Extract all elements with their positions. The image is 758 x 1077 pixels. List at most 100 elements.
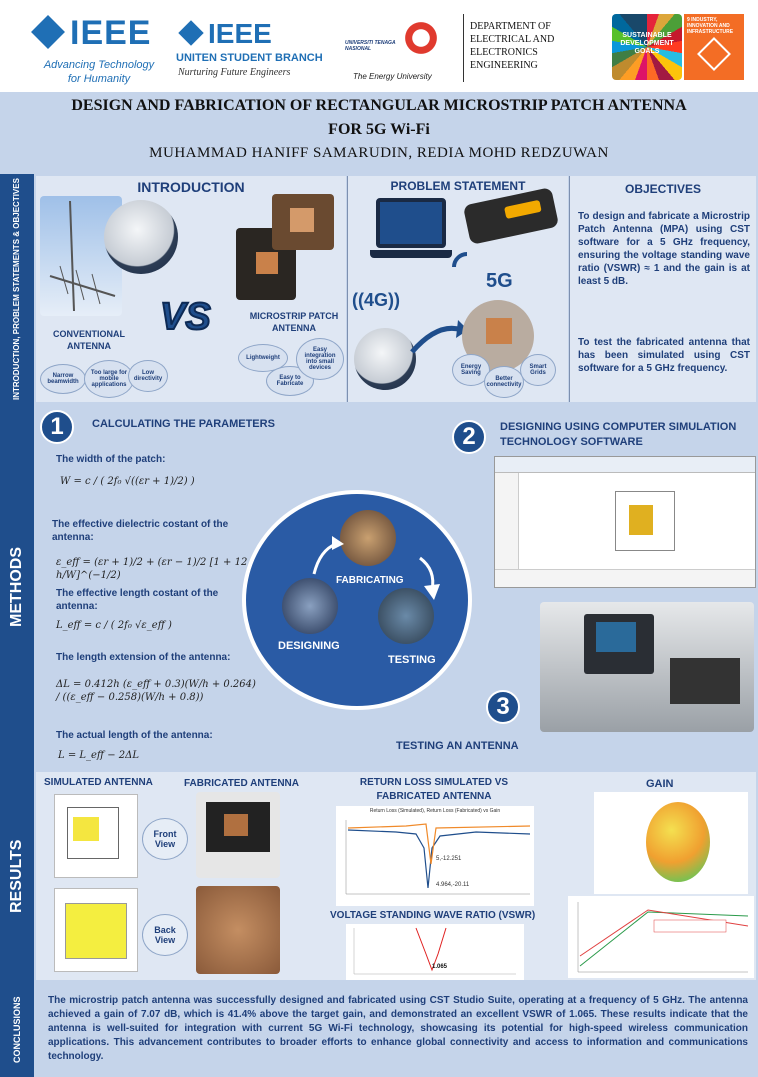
sdg-label: SUSTAINABLE DEVELOPMENT GOALS [620,32,674,55]
vswr-chart: 1.065 [346,924,524,980]
ieee-tagline: Advancing Technology for Humanity [43,59,155,85]
bubble-low-directivity: Low directivity [128,360,168,392]
header: IEEE Advancing Technology for Humanity I… [0,0,758,92]
return-loss-plot [345,820,531,895]
gain-heading: GAIN [646,778,674,790]
uniten-emblem-icon [401,18,441,58]
front-view-label: Front View [142,818,188,860]
step1-badge: 1 [40,410,74,444]
eq4-label: The length extension of the antenna: [56,652,231,663]
header-divider [463,14,464,82]
eq5-label: The actual length of the antenna: [56,730,213,741]
poster-title-line1: DESIGN AND FABRICATION OF RECTANGULAR MI… [71,97,687,114]
eq2-formula: ε_eff = (εr + 1)/2 + (εr − 1)/2 [1 + 12 … [56,557,248,581]
fabricated-front-photo [196,792,280,878]
designing-photo [282,578,338,634]
ieee-wordmark: IEEE [70,14,152,52]
objectives-panel [570,176,756,402]
cycle-arrows-icon [312,536,440,600]
bubble-narrow-beamwidth: Narrow beamwidth [40,364,86,394]
poster-title-line2: FOR 5G Wi-Fi [328,121,430,138]
gain-plot [577,902,749,973]
conclusion-side-bar [0,982,34,1077]
sdg9-tile: 9 INDUSTRY, INNOVATION AND INFRASTRUCTUR… [684,14,744,80]
poster-authors: MUHAMMAD HANIFF SAMARUDIN, REDIA MOHD RE… [149,145,609,161]
problem-dish-image [354,328,416,390]
problem-heading: PROBLEM STATEMENT [390,179,526,193]
step3-heading: TESTING AN ANTENNA [396,740,519,752]
microstrip-antenna-label: MICROSTRIP PATCH ANTENNA [249,311,339,333]
vswr-plot [353,927,516,975]
results-side-bar [0,770,34,982]
laptop-icon [370,198,452,258]
simulated-back-image [54,888,138,972]
objectives-heading: OBJECTIVES [624,182,702,196]
gain-2d-chart [568,896,754,978]
microstrip-photo-1 [236,228,296,300]
objective-2: To test the fabricated antenna that has … [578,337,750,374]
step2-heading: DESIGNING USING COMPUTER SIMULATION TECH… [500,421,737,448]
conventional-antenna-label: CONVENTIONAL ANTENNA [53,329,125,351]
branch-logo: IEEE UNITEN STUDENT BRANCH Nurturing Fut… [176,18,323,84]
testing-photo [378,588,434,644]
simulated-heading: SIMULATED ANTENNA [44,777,153,788]
uniten-tagline: The Energy University [353,72,432,81]
gain-3d-pattern [594,792,748,894]
microstrip-photo-2 [272,194,334,250]
sdg-wheel-icon [612,14,682,80]
conclusion-side-label: CONCLUSIONS [12,996,22,1063]
ieee-logo: IEEE Advancing Technology for Humanity [31,14,166,85]
cst-software-screenshot [494,456,756,588]
eq2-label: The effective dielectric costant of the … [52,519,229,543]
rl-marker-simulated: 5,-12.251 [436,856,462,862]
5g-label: 5G [486,270,513,292]
cycle-testing-label: TESTING [388,654,436,666]
return-loss-heading: RETURN LOSS SIMULATED VS FABRICATED ANTE… [359,777,509,802]
uniten-logo: UNIVERSITI TENAGA NASIONAL The Energy Un… [345,14,455,84]
cycle-designing-label: DESIGNING [278,640,340,652]
step3-badge: 3 [486,690,520,724]
department-name: DEPARTMENT OF ELECTRICAL AND ELECTRONICS… [470,21,555,71]
objectives-divider-left [569,176,570,402]
rl-marker-fabricated: 4.964,-20.11 [436,882,470,888]
problem-divider-left [347,176,348,402]
conclusion-panel [36,984,756,1077]
eq3-label: The effective length costant of the ante… [56,588,219,612]
yagi-antenna-icon [49,200,116,312]
eq1-label: The width of the patch: [56,454,166,465]
vswr-heading: VOLTAGE STANDING WAVE RATIO (VSWR) [330,910,536,921]
bubble-too-large: Too large for mobile applications [84,360,134,398]
vswr-value: 1.065 [432,964,448,970]
intro-heading: INTRODUCTION [137,179,245,195]
vs-label: VS [159,295,212,339]
back-view-label: Back View [142,914,188,956]
sdg-logo: SUSTAINABLE DEVELOPMENT GOALS 9 INDUSTRY… [612,10,744,84]
ieee-diamond-icon [31,15,65,49]
return-loss-chart: Return Loss (Simulated), Return Loss (Fa… [336,806,534,906]
intro-side-bar [0,174,34,404]
4g-label: ((4G)) [352,290,400,310]
bubble-smart-grids: Smart Grids [520,354,556,386]
step2-badge: 2 [452,420,486,454]
simulated-front-image [54,794,138,878]
bubble-energy-saving: Energy Saving [452,354,490,386]
eq3-formula: L_eff = c / ( 2f₀ √ε_eff ) [56,620,172,631]
return-loss-chart-title: Return Loss (Simulated), Return Loss (Fa… [369,808,501,814]
fabricating-photo [340,510,396,566]
eq5-formula: L = L_eff − 2ΔL [58,750,139,761]
branch-wordmark: IEEE [208,18,272,49]
methods-side-bar [0,404,34,770]
branch-tagline: Nurturing Future Engineers [178,67,291,78]
results-side-label: RESULTS [8,839,25,913]
fabricated-back-photo [196,886,280,974]
objective-1: To design and fabricate a Microstrip Pat… [578,211,750,287]
sdg9-cubes-icon [697,37,731,71]
problem-arrow-icon [410,320,468,354]
bubble-easy-integration: Easy integration into small devices [296,338,344,380]
bubble-better-connectivity: Better connectivity [484,366,524,398]
branch-diamond-icon [178,20,204,46]
sdg9-label: 9 INDUSTRY, INNOVATION AND INFRASTRUCTUR… [687,17,734,35]
satellite-dish-image [104,200,178,274]
eq1-formula: W = c / ( 2f₀ √((εr + 1)/2) ) [60,476,195,487]
cycle-fabricating-label: FABRICATING [336,575,404,586]
